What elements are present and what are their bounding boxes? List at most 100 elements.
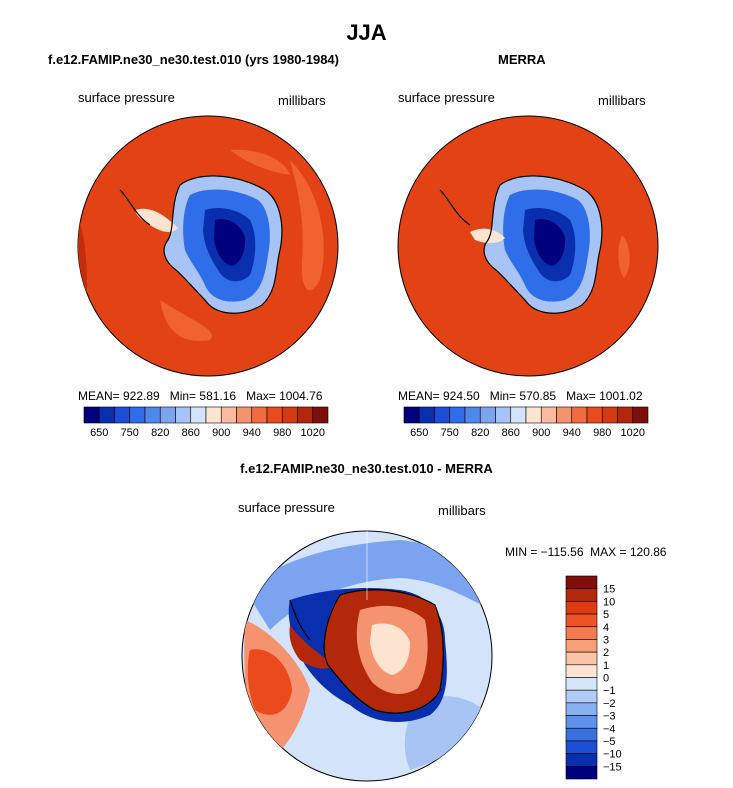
page-title: JJA: [346, 20, 387, 45]
right-colorbar-swatch: [510, 406, 527, 424]
right-panel-title: MERRA: [498, 52, 546, 67]
left-map-light-patch: [290, 160, 324, 291]
right-colorbar-swatch: [434, 406, 451, 424]
left-colorbar-swatch: [83, 406, 100, 424]
right-colorbar-swatch: [571, 406, 588, 424]
right-map: [397, 115, 659, 377]
right-colorbar-tick-label: 750: [441, 427, 459, 439]
left-units-label: millibars: [278, 93, 326, 108]
left-colorbar-swatch: [190, 406, 207, 424]
bottom-colorbar-tick-label: 5: [603, 609, 609, 621]
right-colorbar-tick-label: 1020: [621, 427, 645, 439]
right-variable-label: surface pressure: [398, 90, 495, 105]
left-colorbar-tick-label: 940: [243, 427, 261, 439]
left-stats: MEAN= 922.89 Min= 581.16 Max= 1004.76: [78, 389, 323, 403]
left-colorbar-swatch: [297, 406, 314, 424]
bottom-colorbar-tick-label: −3: [603, 711, 616, 723]
right-colorbar-swatch: [632, 406, 649, 424]
bottom-variable-label: surface pressure: [238, 500, 335, 515]
bottom-colorbar-swatch: [565, 575, 598, 589]
bottom-colorbar-tick-label: −4: [603, 723, 616, 735]
bottom-colorbar-swatch: [565, 727, 598, 742]
left-colorbar: 650 750 820 860 900 940 980 1020: [83, 406, 329, 439]
left-colorbar-swatch: [251, 406, 268, 424]
bottom-colorbar-tick-label: 10: [603, 596, 615, 608]
right-map-light-patch: [618, 235, 630, 278]
bottom-colorbar-swatch: [565, 766, 598, 780]
bottom-colorbar-tick-label: −15: [603, 761, 622, 773]
bottom-colorbar-tick-label: 15: [603, 584, 615, 596]
bottom-colorbar-swatch: [565, 664, 598, 678]
bottom-colorbar-swatch: [565, 702, 598, 716]
left-colorbar-swatch: [220, 406, 237, 424]
right-colorbar-swatch: [479, 406, 496, 424]
right-colorbar-tick-label: 650: [410, 427, 428, 439]
left-colorbar-swatch: [312, 406, 329, 424]
left-panel-title: f.e12.FAMIP.ne30_ne30.test.010 (yrs 1980…: [48, 52, 339, 67]
left-colorbar-swatch: [205, 406, 222, 424]
bottom-colorbar-swatch: [565, 651, 598, 666]
bottom-colorbar-swatch: [565, 689, 598, 704]
left-colorbar-swatch: [159, 406, 176, 424]
bottom-colorbar-tick-label: 2: [603, 647, 609, 659]
left-colorbar-swatch: [98, 406, 115, 424]
bottom-units-label: millibars: [438, 503, 486, 518]
right-colorbar-swatch: [540, 406, 557, 424]
right-colorbar-swatch: [525, 406, 542, 424]
right-colorbar-swatch: [586, 406, 603, 424]
left-colorbar-tick-label: 1020: [301, 427, 325, 439]
left-colorbar-swatch: [236, 406, 253, 424]
left-colorbar-tick-label: 980: [273, 427, 291, 439]
bottom-colorbar-tick-label: −5: [603, 736, 616, 748]
left-colorbar-swatch: [129, 406, 146, 424]
left-colorbar-swatch: [175, 406, 192, 424]
bottom-colorbar-tick-label: −2: [603, 698, 616, 710]
left-colorbar-tick-label: 820: [151, 427, 169, 439]
right-colorbar-swatch: [449, 406, 466, 424]
bottom-colorbar-tick-label: −1: [603, 685, 616, 697]
bottom-colorbar-tick-label: −10: [603, 749, 622, 761]
left-colorbar-tick-label: 860: [182, 427, 200, 439]
bottom-colorbar-swatch: [565, 639, 598, 653]
bottom-colorbar-swatch: [565, 588, 598, 602]
bottom-colorbar-swatch: [565, 740, 598, 754]
bottom-colorbar-swatch: [565, 753, 598, 767]
right-colorbar-swatch: [495, 406, 512, 424]
bottom-colorbar-tick-label: 1: [603, 660, 609, 672]
bottom-colorbar-swatch: [565, 601, 598, 615]
right-colorbar-swatch: [403, 406, 420, 424]
left-map: [77, 115, 339, 377]
bottom-colorbar-tick-label: 0: [603, 673, 609, 685]
right-colorbar-swatch: [601, 406, 618, 424]
right-units-label: millibars: [598, 93, 646, 108]
left-colorbar-swatch: [266, 406, 283, 424]
right-colorbar-tick-label: 820: [471, 427, 489, 439]
bottom-colorbar-swatch: [565, 613, 598, 628]
bottom-map: [241, 530, 493, 782]
right-colorbar-swatch: [464, 406, 481, 424]
left-colorbar-swatch: [281, 406, 298, 424]
bottom-panel-title: f.e12.FAMIP.ne30_ne30.test.010 - MERRA: [240, 461, 493, 476]
left-colorbar-swatch: [144, 406, 161, 424]
left-variable-label: surface pressure: [78, 90, 175, 105]
right-colorbar-tick-label: 980: [593, 427, 611, 439]
bottom-colorbar-swatch: [565, 715, 598, 729]
right-colorbar-tick-label: 860: [502, 427, 520, 439]
right-colorbar-tick-label: 900: [532, 427, 550, 439]
right-colorbar: 650 750 820 860 900 940 980 1020: [403, 406, 649, 439]
right-colorbar-swatch: [617, 406, 634, 424]
left-colorbar-tick-label: 900: [212, 427, 230, 439]
bottom-colorbar-swatch: [565, 626, 598, 640]
left-colorbar-tick-label: 750: [121, 427, 139, 439]
bottom-stats: MIN = −115.56 MAX = 120.86: [505, 545, 667, 559]
right-stats: MEAN= 924.50 Min= 570.85 Max= 1001.02: [398, 389, 643, 403]
right-colorbar-swatch: [418, 406, 435, 424]
right-colorbar-swatch: [556, 406, 573, 424]
bottom-map-blue-region: [245, 540, 492, 630]
bottom-colorbar-tick-label: 4: [603, 622, 609, 634]
right-colorbar-tick-label: 940: [563, 427, 581, 439]
bottom-colorbar-swatch: [565, 677, 598, 691]
left-colorbar-tick-label: 650: [90, 427, 108, 439]
